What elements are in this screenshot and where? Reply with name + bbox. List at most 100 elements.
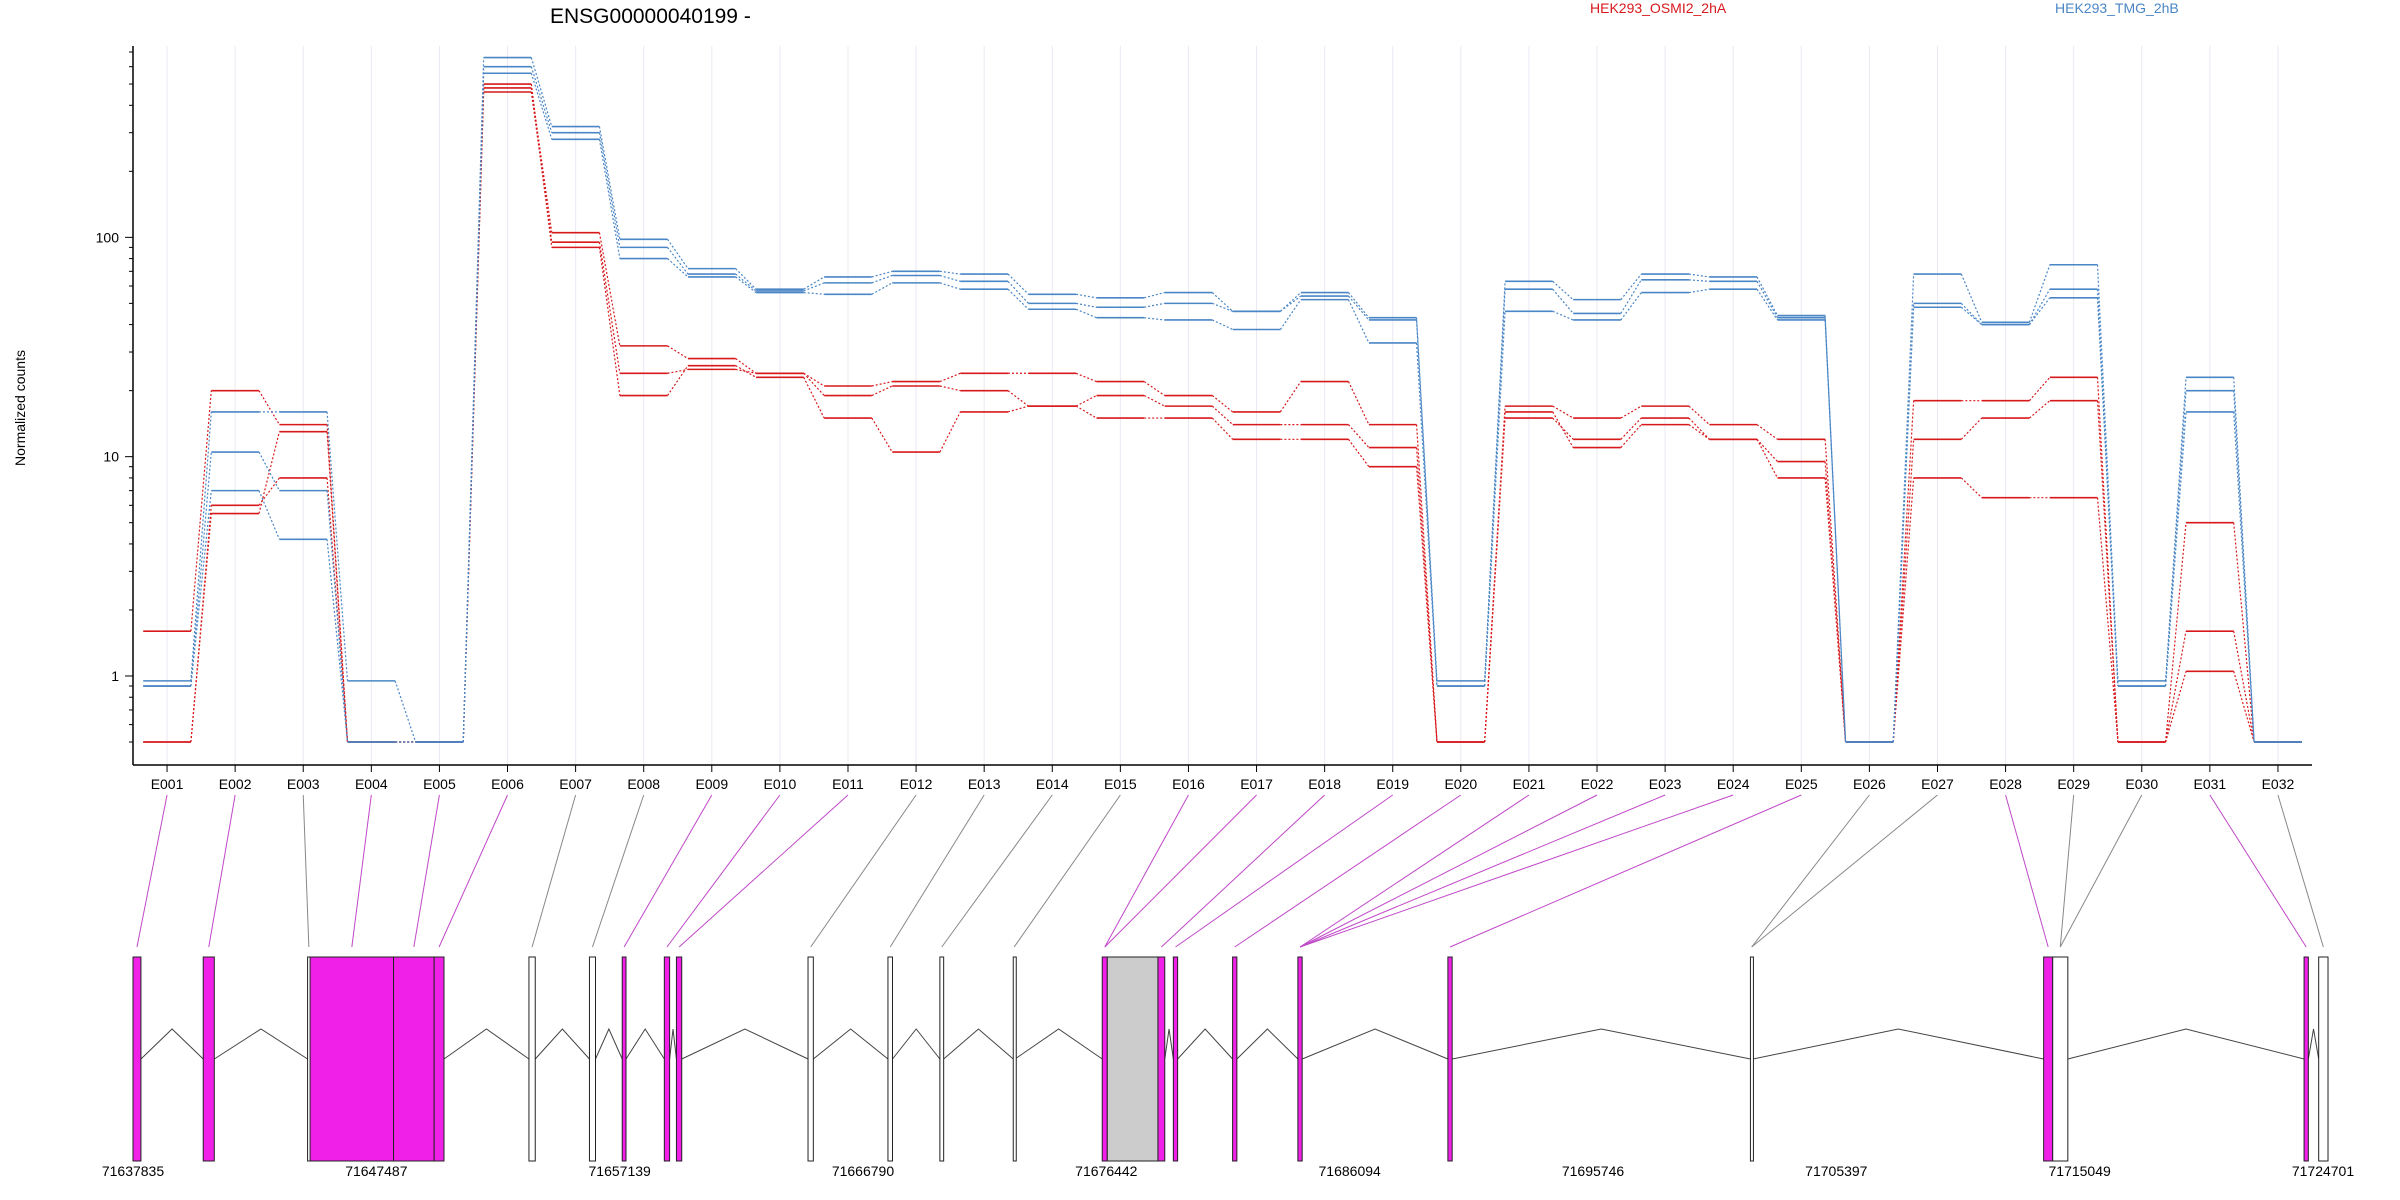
data-connector bbox=[2096, 297, 2119, 687]
x-tick-label: E025 bbox=[1785, 776, 1818, 792]
data-connector bbox=[1756, 288, 1778, 321]
x-tick-label: E029 bbox=[2057, 776, 2090, 792]
data-connector bbox=[258, 390, 280, 425]
data-connector bbox=[598, 126, 621, 240]
data-connector bbox=[1144, 291, 1165, 299]
data-connector bbox=[1212, 302, 1233, 312]
data-connector bbox=[2165, 631, 2187, 743]
intron bbox=[943, 1028, 1014, 1060]
data-connector bbox=[1212, 319, 1233, 331]
x-tick-label: E013 bbox=[968, 776, 1001, 792]
exon-connector bbox=[351, 794, 372, 948]
exon-box bbox=[1012, 956, 1017, 1162]
data-connector bbox=[803, 291, 825, 295]
exon-box bbox=[202, 956, 215, 1162]
data-connector bbox=[1824, 439, 1847, 743]
data-connector bbox=[1211, 292, 1234, 312]
data-connector bbox=[1075, 372, 1097, 383]
data-connector bbox=[1415, 319, 1438, 687]
data-connector bbox=[939, 274, 961, 282]
coordinate-label: 71686094 bbox=[1319, 1163, 1382, 1179]
data-connector bbox=[1688, 405, 1710, 426]
intron bbox=[625, 1028, 665, 1060]
data-connector bbox=[2233, 631, 2255, 743]
exon-connector bbox=[1449, 794, 1802, 948]
exon-connector bbox=[1299, 794, 1666, 948]
x-tick-label: E028 bbox=[1989, 776, 2022, 792]
data-connector bbox=[2233, 411, 2255, 743]
series-layer bbox=[143, 56, 2302, 743]
data-connector bbox=[1143, 394, 1165, 407]
data-connector bbox=[1620, 292, 1642, 321]
data-connector bbox=[1075, 308, 1097, 319]
data-connector bbox=[871, 270, 893, 278]
data-connector bbox=[1960, 417, 1983, 440]
data-connector bbox=[1960, 273, 1983, 323]
data-connector bbox=[1688, 279, 1710, 282]
exon-connector bbox=[302, 794, 310, 948]
exon-box bbox=[2052, 956, 2069, 1162]
data-connector bbox=[598, 132, 621, 248]
data-connector bbox=[2096, 400, 2119, 743]
exon-box bbox=[1101, 956, 1108, 1162]
data-connector bbox=[1347, 299, 1370, 344]
data-connector bbox=[735, 268, 757, 290]
data-connector bbox=[1347, 381, 1370, 425]
data-connector bbox=[190, 505, 212, 743]
data-connector bbox=[1892, 439, 1915, 743]
gene-model: 71637835 71647487 71657139 71666790 71676442… bbox=[102, 956, 2354, 1179]
exon-box bbox=[393, 956, 435, 1162]
x-tick-label: E004 bbox=[355, 776, 388, 792]
data-connector bbox=[1688, 424, 1710, 440]
data-connector bbox=[1824, 461, 1847, 743]
data-connector bbox=[598, 247, 621, 396]
data-connector bbox=[735, 276, 757, 294]
data-connector bbox=[326, 411, 349, 681]
data-connector bbox=[1211, 395, 1234, 413]
data-connector bbox=[1756, 276, 1778, 316]
x-tick-label: E017 bbox=[1240, 776, 1273, 792]
data-connector bbox=[1552, 280, 1574, 301]
data-connector bbox=[803, 377, 825, 419]
exon-box bbox=[2043, 956, 2054, 1162]
data-connector bbox=[1960, 306, 1983, 326]
data-connector bbox=[1484, 311, 1506, 687]
data-connector bbox=[871, 282, 893, 295]
data-connector bbox=[1552, 417, 1574, 440]
exon-box bbox=[663, 956, 671, 1162]
series-hek293_tmg_2hb bbox=[143, 56, 2302, 743]
data-connector bbox=[1756, 281, 1778, 319]
data-connector bbox=[1756, 439, 1778, 479]
data-connector bbox=[394, 680, 417, 743]
x-tick-label: E015 bbox=[1104, 776, 1137, 792]
data-connector bbox=[462, 73, 485, 743]
data-connector bbox=[1484, 418, 1506, 743]
data-connector bbox=[2029, 400, 2051, 419]
data-connector bbox=[2165, 522, 2187, 743]
data-connector bbox=[735, 273, 757, 292]
intron bbox=[1177, 1028, 1233, 1060]
x-tick-label: E006 bbox=[491, 776, 524, 792]
x-tick-label: E012 bbox=[900, 776, 933, 792]
x-tick-label: E032 bbox=[2262, 776, 2295, 792]
data-connector bbox=[2164, 377, 2187, 681]
data-connector bbox=[598, 139, 621, 259]
data-connector bbox=[1824, 317, 1847, 743]
data-connector bbox=[1688, 273, 1710, 278]
data-connector bbox=[190, 411, 212, 681]
exon-connector bbox=[889, 794, 985, 948]
data-connector bbox=[1415, 342, 1438, 687]
exon-connector bbox=[2059, 794, 2075, 948]
exon-box bbox=[1749, 956, 1754, 1162]
data-connector bbox=[1620, 417, 1642, 440]
data-connector bbox=[1075, 405, 1097, 419]
data-connector bbox=[530, 91, 553, 243]
data-connector bbox=[1075, 394, 1097, 407]
data-connector bbox=[598, 232, 621, 346]
exon-connector bbox=[1104, 794, 1189, 948]
data-connector bbox=[1960, 302, 1983, 326]
intron bbox=[1452, 1028, 1751, 1060]
data-connector bbox=[2165, 671, 2187, 743]
data-connector bbox=[1143, 381, 1165, 397]
data-connector bbox=[1007, 288, 1029, 310]
